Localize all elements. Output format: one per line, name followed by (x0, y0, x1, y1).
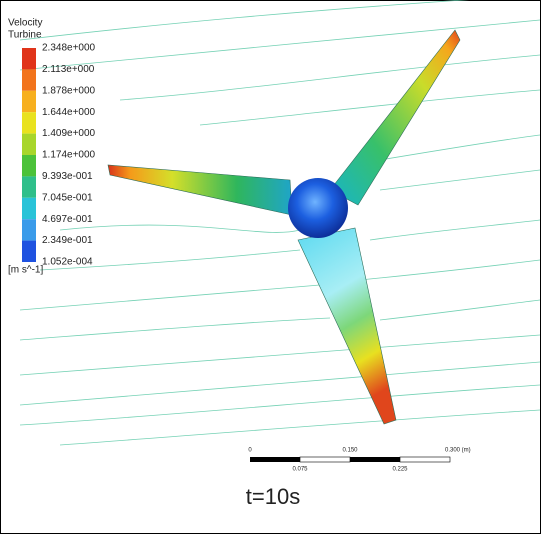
streamlines (20, 0, 540, 445)
legend-title: Velocity (8, 18, 42, 29)
legend-swatch (22, 69, 36, 90)
legend-swatch (22, 91, 36, 112)
legend-label: 1.052e-004 (42, 257, 93, 268)
legend-label: 4.697e-001 (42, 214, 93, 225)
legend-subtitle: Turbine (8, 30, 42, 41)
legend-swatch (22, 219, 36, 240)
legend-swatch (22, 176, 36, 197)
legend-label: 2.113e+000 (42, 64, 95, 75)
legend-label: 7.045e-001 (42, 192, 93, 203)
legend-swatch (22, 112, 36, 133)
turbine (108, 30, 460, 424)
legend-label: 1.644e+000 (42, 107, 96, 118)
scale-label: 0.225 (392, 467, 408, 473)
legend-swatch (22, 155, 36, 176)
legend-unit: [m s^-1] (8, 265, 43, 276)
legend-swatch (22, 134, 36, 155)
legend-label: 9.393e-001 (42, 171, 93, 182)
legend-label: 1.409e+000 (42, 128, 96, 139)
scale-bar: 0 0.150 0.300 (m) 0.075 0.225 (248, 448, 470, 473)
scale-label: 0.300 (m) (445, 448, 471, 454)
legend-swatch (22, 48, 36, 69)
legend: Velocity Turbine 2.348e+000 2.113e+000 1.8… (8, 18, 96, 276)
legend-swatch (22, 241, 36, 262)
legend-label: 2.348e+000 (42, 43, 96, 54)
caption: t=10s (246, 484, 300, 509)
scale-label: 0.150 (342, 448, 358, 454)
legend-swatch (22, 198, 36, 219)
scale-label: 0 (248, 448, 252, 454)
legend-label: 2.349e-001 (42, 235, 93, 246)
figure: Velocity Turbine 2.348e+000 2.113e+000 1.8… (0, 0, 547, 535)
legend-label: 1.878e+000 (42, 85, 96, 96)
legend-label: 1.174e+000 (42, 150, 96, 161)
scale-label: 0.075 (292, 467, 308, 473)
